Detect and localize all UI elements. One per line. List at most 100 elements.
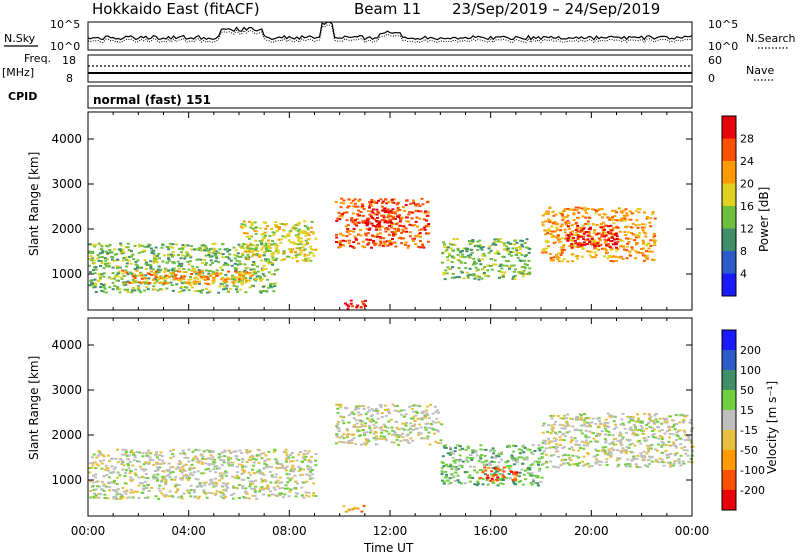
heatmap-cell [158, 489, 162, 492]
heatmap-cell [630, 232, 633, 234]
heatmap-cell [243, 269, 247, 272]
heatmap-cell [658, 435, 662, 437]
x-tick-label: 00:00 [675, 524, 710, 538]
heatmap-cell [282, 251, 286, 254]
heatmap-cell [265, 466, 269, 469]
heatmap-cell [305, 473, 309, 476]
heatmap-cell [219, 455, 223, 458]
heatmap-cell [138, 465, 142, 468]
heatmap-cell [433, 405, 437, 408]
heatmap-cell [368, 227, 372, 230]
heatmap-cell [589, 243, 593, 246]
heatmap-cell [347, 305, 351, 308]
heatmap-cell [93, 461, 97, 464]
heatmap-cell [687, 439, 691, 442]
heatmap-cell [555, 438, 558, 441]
heatmap-cell [252, 461, 256, 464]
heatmap-cell [647, 422, 650, 425]
heatmap-cell [518, 271, 522, 274]
heatmap-cell [298, 247, 302, 249]
heatmap-cell [579, 429, 583, 432]
heatmap-cell [119, 458, 123, 461]
heatmap-cell [155, 466, 159, 469]
heatmap-cell [249, 474, 253, 477]
heatmap-cell [308, 251, 312, 254]
velocity-panel-frame [87, 317, 693, 517]
heatmap-cell [145, 280, 149, 283]
heatmap-cell [169, 449, 173, 452]
heatmap-cell [361, 420, 365, 423]
heatmap-cell [439, 439, 443, 442]
heatmap-cell [258, 490, 262, 493]
heatmap-cell [126, 242, 130, 245]
heatmap-cell [310, 221, 314, 223]
heatmap-cell [390, 441, 394, 444]
heatmap-cell [353, 202, 357, 205]
heatmap-cell [180, 478, 184, 481]
heatmap-cell [405, 220, 409, 223]
heatmap-cell [391, 233, 395, 236]
heatmap-cell [590, 236, 594, 239]
heatmap-cell [595, 417, 599, 420]
heatmap-cell [560, 213, 564, 216]
heatmap-cell [623, 217, 627, 220]
freq-panel-frame [87, 54, 693, 83]
heatmap-cell [100, 488, 103, 491]
heatmap-cell [625, 245, 629, 248]
heatmap-cell [92, 474, 95, 477]
heatmap-cell [424, 409, 428, 412]
heatmap-cell [336, 426, 340, 429]
heatmap-cell [259, 452, 263, 455]
heatmap-cell [562, 258, 566, 261]
heatmap-cell [121, 496, 125, 498]
heatmap-cell [178, 469, 182, 472]
heatmap-cell [577, 444, 581, 447]
heatmap-cell [611, 209, 614, 212]
heatmap-cell [563, 231, 567, 234]
heatmap-cell [654, 418, 658, 421]
heatmap-cell [550, 417, 554, 420]
heatmap-cell [502, 242, 506, 245]
heatmap-cell [266, 485, 270, 488]
heatmap-cell [95, 463, 99, 466]
heatmap-cell [481, 254, 485, 257]
heatmap-cell [576, 245, 580, 248]
heatmap-cell [544, 220, 548, 223]
heatmap-cell [241, 460, 244, 463]
heatmap-cell [634, 210, 638, 213]
heatmap-cell [138, 245, 141, 248]
heatmap-cell [187, 281, 191, 284]
heatmap-cell [636, 440, 640, 443]
heatmap-cell [162, 254, 166, 257]
heatmap-cell [643, 223, 647, 226]
heatmap-cell [613, 209, 617, 212]
heatmap-cell [440, 469, 444, 472]
heatmap-cell [390, 223, 393, 226]
heatmap-cell [359, 228, 362, 231]
heatmap-cell [339, 405, 343, 408]
heatmap-cell [370, 222, 374, 225]
heatmap-cell [469, 465, 472, 468]
heatmap-cell [473, 483, 477, 486]
heatmap-cell [166, 269, 170, 272]
heatmap-cell [181, 477, 185, 480]
heatmap-cell [444, 269, 448, 272]
heatmap-cell [584, 436, 588, 439]
heatmap-cell [412, 410, 416, 413]
heatmap-cell [594, 233, 598, 236]
heatmap-cell [386, 201, 390, 204]
heatmap-cell [133, 267, 137, 270]
heatmap-cell [563, 454, 567, 456]
heatmap-cell [261, 273, 265, 276]
heatmap-cell [267, 458, 271, 461]
heatmap-cell [142, 463, 146, 466]
heatmap-cell [115, 252, 119, 255]
heatmap-cell [289, 241, 292, 244]
heatmap-cell [570, 439, 574, 442]
heatmap-cell [539, 480, 543, 483]
heatmap-cell [212, 280, 216, 283]
heatmap-cell [553, 241, 557, 244]
heatmap-cell [605, 429, 609, 432]
heatmap-cell [278, 494, 282, 497]
heatmap-cell [165, 245, 169, 248]
